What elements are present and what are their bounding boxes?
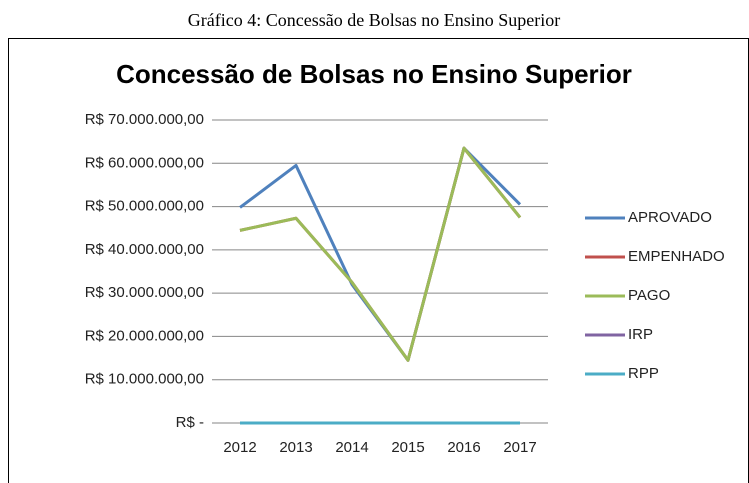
y-tick-label: R$ - xyxy=(176,414,204,431)
legend-label: RPP xyxy=(628,365,659,382)
series-line xyxy=(239,146,522,362)
y-tick-label: R$ 30.000.000,00 xyxy=(85,284,204,301)
legend-label: APROVADO xyxy=(628,209,712,226)
x-tick-label: 2017 xyxy=(503,439,536,456)
legend-label: IRP xyxy=(628,326,653,343)
x-tick-label: 2013 xyxy=(279,439,312,456)
y-tick-label: R$ 70.000.000,00 xyxy=(85,111,204,128)
figure-caption: Gráfico 4: Concessão de Bolsas no Ensino… xyxy=(188,10,560,30)
x-tick-label: 2015 xyxy=(391,439,424,456)
x-tick-label: 2014 xyxy=(335,439,368,456)
y-tick-label: R$ 10.000.000,00 xyxy=(85,371,204,388)
series-line xyxy=(239,146,522,362)
chart-title: Concessão de Bolsas no Ensino Superior xyxy=(116,59,632,89)
series-line xyxy=(239,146,522,362)
legend-label: EMPENHADO xyxy=(628,248,725,265)
x-tick-label: 2016 xyxy=(447,439,480,456)
y-tick-label: R$ 50.000.000,00 xyxy=(85,198,204,215)
legend-label: PAGO xyxy=(628,287,670,304)
x-tick-label: 2012 xyxy=(223,439,256,456)
y-tick-label: R$ 40.000.000,00 xyxy=(85,241,204,258)
y-tick-label: R$ 20.000.000,00 xyxy=(85,327,204,344)
y-tick-label: R$ 60.000.000,00 xyxy=(85,154,204,171)
